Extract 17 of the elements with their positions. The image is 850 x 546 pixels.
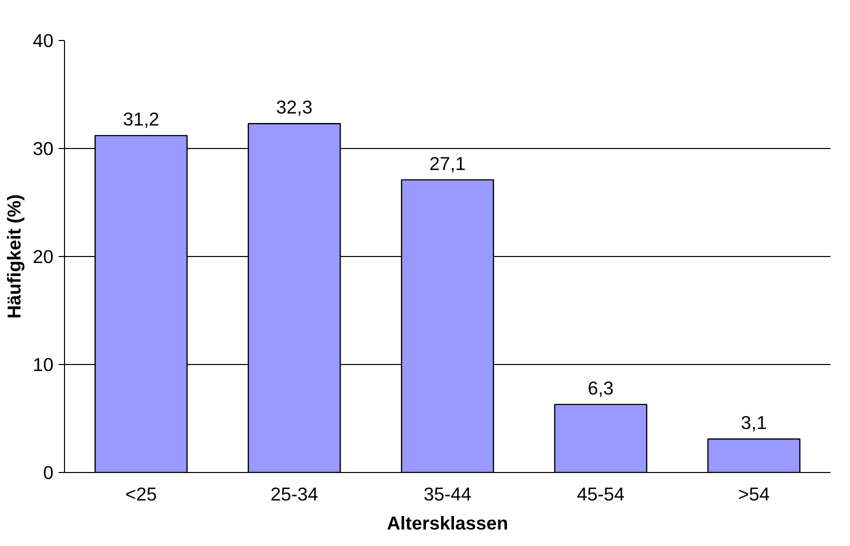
y-tick-label: 20	[32, 246, 54, 267]
x-tick-label: <25	[125, 484, 157, 504]
data-label: 6,3	[588, 377, 614, 398]
x-tick-label: 35-44	[424, 484, 472, 504]
x-tick-label: 45-54	[576, 484, 625, 504]
y-tick-label: 10	[32, 354, 54, 375]
x-axis-title: Altersklassen	[386, 512, 508, 534]
y-axis-title: Häufigkeit (%)	[4, 194, 25, 319]
data-label: 27,1	[429, 152, 466, 174]
x-tick-label: >54	[738, 484, 770, 504]
y-tick-label: 40	[32, 30, 54, 51]
data-label: 32,3	[276, 96, 312, 118]
data-label: 3,1	[740, 412, 767, 434]
y-tick-label: 0	[43, 462, 54, 483]
y-tick-label: 30	[32, 138, 54, 159]
data-label: 31,2	[122, 108, 160, 130]
x-tick-label: 25-34	[270, 484, 318, 504]
